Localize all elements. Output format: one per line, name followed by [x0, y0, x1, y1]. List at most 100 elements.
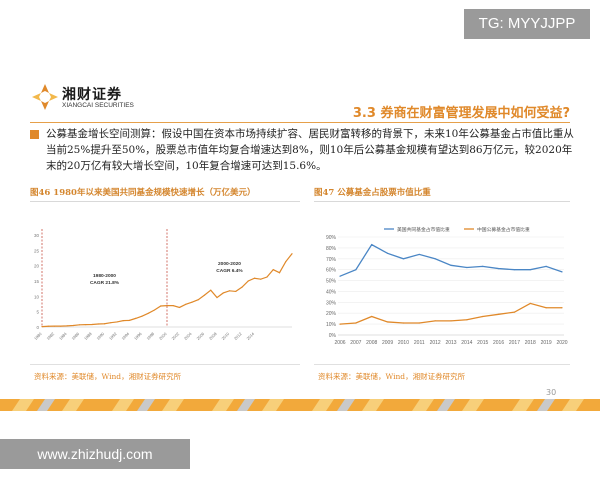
- data-point: [278, 272, 281, 274]
- y-tick-label: 90%: [326, 235, 337, 241]
- data-point: [561, 307, 563, 309]
- data-point: [216, 296, 218, 299]
- xiangcai-logo-icon: [32, 84, 58, 110]
- data-point: [110, 322, 112, 324]
- y-tick-label: 5: [36, 310, 39, 315]
- analysis-paragraph: 公募基金增长空间测算：假设中国在资本市场持续扩容、居民财富转移的背景下，未来10…: [46, 128, 574, 172]
- chart47-top-rule: [314, 201, 570, 202]
- data-point: [482, 315, 484, 318]
- chart46-plot: 0 5 10 15 20 25 30 1980 1982 1984 1986 1988 1990 1992…: [33, 229, 293, 341]
- y-tick-label: 0: [36, 325, 39, 330]
- data-point: [466, 266, 468, 269]
- data-point: [545, 307, 547, 309]
- data-point: [160, 305, 162, 307]
- y-tick-label: 30: [34, 233, 40, 238]
- x-tick-label: 2008: [208, 331, 218, 341]
- data-point: [203, 294, 206, 296]
- x-tick-label: 1980: [33, 331, 43, 341]
- page-number: 30: [546, 388, 557, 397]
- bullet-square-icon: [30, 130, 39, 139]
- data-point: [497, 267, 500, 270]
- x-tick-label: 1994: [120, 331, 130, 341]
- data-point: [497, 313, 500, 315]
- x-tick-label: 2018: [525, 340, 536, 346]
- chart47-source: 资料来源：美联储，Wind，湘财证券研究所: [318, 372, 466, 381]
- annotation-cagr-label: CAGR 6.4%: [216, 268, 243, 274]
- data-point: [128, 319, 131, 321]
- data-point: [386, 252, 389, 254]
- data-point: [85, 324, 87, 326]
- x-tick-label: 2014: [461, 340, 472, 346]
- data-point: [529, 302, 531, 305]
- y-tick-label: 15: [34, 279, 40, 284]
- chart46-top-rule: [30, 201, 300, 202]
- series-line-us-share: [339, 243, 563, 277]
- x-tick-label: 2002: [170, 331, 180, 341]
- y-tick-label: 20%: [326, 311, 337, 317]
- y-tick-label: 60%: [326, 268, 337, 274]
- legend-label: 美国共同基金占市值比重: [397, 226, 450, 233]
- data-point: [434, 320, 436, 322]
- data-point: [66, 325, 68, 327]
- data-point: [386, 321, 389, 323]
- y-tick-label: 50%: [326, 279, 337, 285]
- data-point: [116, 321, 118, 323]
- data-point: [513, 269, 516, 271]
- data-point: [60, 325, 62, 327]
- data-point: [178, 306, 181, 309]
- data-point: [339, 323, 341, 325]
- x-tick-label: 1982: [45, 331, 55, 341]
- data-point: [355, 322, 357, 324]
- data-point: [141, 315, 143, 317]
- chart46-bottom-rule: [30, 364, 300, 365]
- x-tick-label: 1998: [145, 331, 155, 341]
- x-tick-label: 1992: [108, 331, 118, 341]
- data-point: [166, 305, 168, 307]
- data-point: [78, 324, 81, 326]
- logo-chinese-name: 湘财证券: [62, 87, 122, 103]
- data-point: [466, 319, 468, 321]
- data-point: [228, 290, 231, 292]
- x-tick-label: 1988: [83, 331, 93, 341]
- data-point: [561, 271, 563, 273]
- data-point: [482, 265, 484, 267]
- data-point: [434, 258, 436, 260]
- chart46-title: 图46 1980年以来美国共同基金规模快速增长（万亿美元）: [30, 188, 256, 198]
- x-tick-label: 2011: [414, 340, 425, 346]
- x-tick-label: 2010: [220, 331, 230, 341]
- x-tick-label: 2013: [445, 340, 456, 346]
- data-point: [450, 264, 452, 266]
- x-tick-label: 2012: [430, 340, 441, 346]
- data-point: [172, 305, 174, 307]
- data-point: [285, 261, 287, 263]
- data-point: [72, 324, 74, 327]
- x-tick-label: 1984: [58, 331, 68, 341]
- data-point: [185, 303, 187, 305]
- data-point: [53, 325, 56, 327]
- x-tick-label: 2004: [183, 331, 193, 341]
- y-tick-label: 30%: [326, 300, 337, 306]
- y-tick-label: 10: [34, 294, 40, 299]
- x-tick-label: 2015: [477, 340, 488, 346]
- section-title: 3.3 券商在财富管理发展中如何受益?: [352, 106, 570, 121]
- y-tick-label: 25: [34, 248, 40, 253]
- data-point: [266, 276, 268, 278]
- y-tick-label: 20: [34, 264, 40, 269]
- y-tick-label: 80%: [326, 246, 337, 252]
- annotation-period-label: 2000-2020: [218, 261, 241, 267]
- data-point: [241, 286, 243, 288]
- x-tick-label: 2000: [158, 331, 168, 341]
- title-divider: [30, 122, 570, 123]
- y-tick-label: 0%: [329, 333, 337, 339]
- data-point: [147, 312, 149, 314]
- chart47-bottom-rule: [314, 364, 570, 365]
- watermark-top: TG: MYYJJPP: [464, 9, 590, 39]
- data-point: [371, 315, 373, 318]
- data-point: [371, 244, 373, 246]
- x-tick-label: 2006: [195, 331, 205, 341]
- y-tick-label: 40%: [326, 289, 337, 295]
- x-tick-label: 2020: [556, 340, 567, 346]
- data-point: [122, 320, 124, 322]
- data-point: [91, 323, 93, 326]
- chart47-plot: 0% 10% 20% 30% 40% 50% 60% 70% 80% 90% 2006 2007 200…: [326, 226, 568, 346]
